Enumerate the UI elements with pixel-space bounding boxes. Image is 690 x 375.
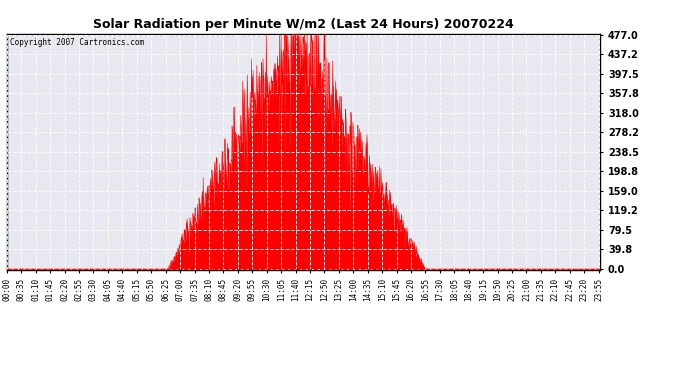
Text: Copyright 2007 Cartronics.com: Copyright 2007 Cartronics.com: [10, 39, 144, 48]
Title: Solar Radiation per Minute W/m2 (Last 24 Hours) 20070224: Solar Radiation per Minute W/m2 (Last 24…: [93, 18, 514, 31]
